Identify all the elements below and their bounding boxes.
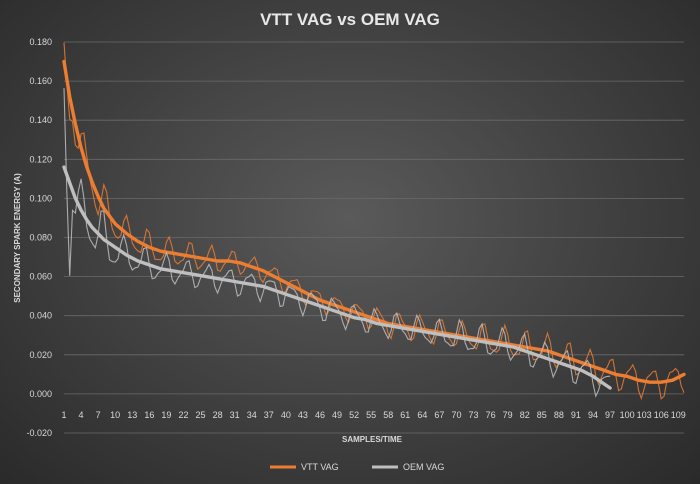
- x-tick-label: 4: [79, 410, 84, 420]
- legend-label: OEM VAG: [403, 462, 444, 472]
- x-tick-label: 28: [213, 410, 223, 420]
- x-tick-label: 73: [469, 410, 479, 420]
- y-tick-label: 0.120: [29, 154, 52, 164]
- x-tick-label: 10: [110, 410, 120, 420]
- x-tick-label: 85: [537, 410, 547, 420]
- x-tick-label: 76: [486, 410, 496, 420]
- x-tick-label: 43: [298, 410, 308, 420]
- x-tick-label: 79: [503, 410, 513, 420]
- x-tick-label: 49: [332, 410, 342, 420]
- x-tick-label: 22: [178, 410, 188, 420]
- x-tick-label: 37: [264, 410, 274, 420]
- series-trend-line: [62, 59, 686, 384]
- y-tick-label: 0.000: [29, 389, 52, 399]
- x-tick-label: 94: [588, 410, 598, 420]
- x-tick-label: 52: [349, 410, 359, 420]
- x-tick-label: 25: [196, 410, 206, 420]
- series-raw-line: [63, 42, 685, 401]
- x-axis-ticks: 1 4 7 10 13 16 19 22 25 28 31 34 37 40 43 46 49 52 55 58 61 6…: [61, 410, 685, 420]
- x-tick-label: 7: [96, 410, 101, 420]
- x-tick-label: 97: [605, 410, 615, 420]
- y-axis-label: SECONDARY SPARK ENERGY (A): [13, 173, 22, 303]
- x-tick-label: 16: [144, 410, 154, 420]
- y-tick-label: 0.040: [29, 311, 52, 321]
- x-tick-label: 55: [366, 410, 376, 420]
- x-tick-label: 82: [520, 410, 530, 420]
- y-tick-label: 0.080: [29, 233, 52, 243]
- x-tick-label: 19: [161, 410, 171, 420]
- y-tick-label: 0.100: [29, 193, 52, 203]
- y-tick-label: 0.160: [29, 76, 52, 86]
- x-tick-label: 13: [127, 410, 137, 420]
- x-tick-label: 34: [247, 410, 257, 420]
- gridlines: [64, 41, 684, 434]
- y-tick-label: 0.180: [29, 37, 52, 47]
- y-tick-label: 0.140: [29, 115, 52, 125]
- x-tick-label: 31: [230, 410, 240, 420]
- x-tick-label: 106: [654, 410, 669, 420]
- series-trend-line: [62, 165, 612, 390]
- chart-title: VTT VAG vs OEM VAG: [260, 10, 440, 29]
- x-tick-label: 88: [554, 410, 564, 420]
- y-tick-label: -0.020: [26, 428, 52, 438]
- x-tick-label: 46: [315, 410, 325, 420]
- x-tick-label: 109: [671, 410, 686, 420]
- x-tick-label: 61: [400, 410, 410, 420]
- series-lines: [62, 42, 686, 401]
- series-raw-line: [63, 88, 611, 398]
- x-tick-label: 67: [434, 410, 444, 420]
- x-tick-label: 58: [383, 410, 393, 420]
- x-tick-label: 103: [637, 410, 652, 420]
- x-tick-label: 91: [571, 410, 581, 420]
- y-tick-label: 0.060: [29, 272, 52, 282]
- y-tick-label: 0.020: [29, 350, 52, 360]
- x-tick-label: 70: [451, 410, 461, 420]
- x-tick-label: 1: [61, 410, 66, 420]
- x-axis-label: SAMPLES/TIME: [342, 435, 403, 444]
- y-axis-ticks: -0.020 0.000 0.020 0.040 0.060 0.080 0.100 0.12…: [26, 37, 52, 438]
- x-tick-label: 64: [417, 410, 427, 420]
- x-tick-label: 40: [281, 410, 291, 420]
- x-tick-label: 100: [620, 410, 635, 420]
- legend-label: VTT VAG: [301, 462, 339, 472]
- legend: VTT VAG OEM VAG: [270, 462, 444, 472]
